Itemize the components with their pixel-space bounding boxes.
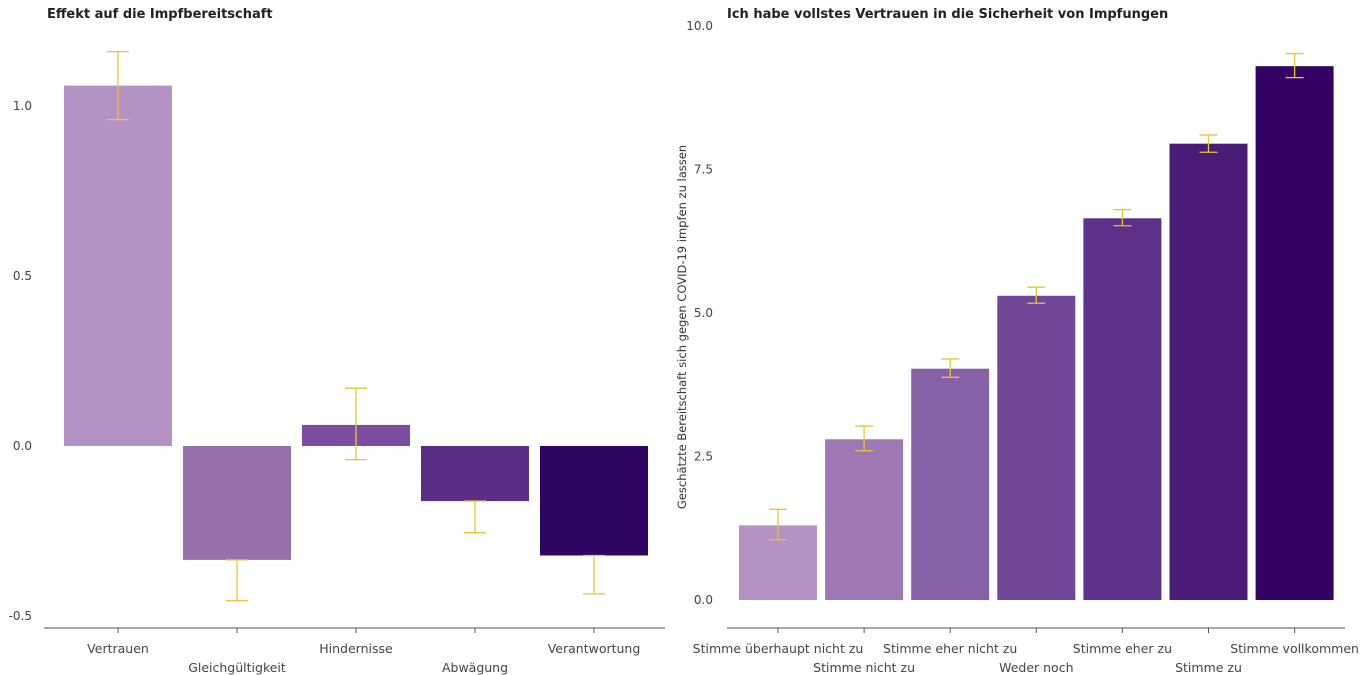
- bar-4: [1083, 218, 1162, 601]
- y-tick-label-1: 7.5: [694, 163, 713, 177]
- y-tick-label-3: 2.5: [694, 450, 713, 464]
- x-tick-label-1: Gleichgültigkeit: [188, 660, 286, 675]
- bar-3: [421, 446, 529, 502]
- x-tick-label-3: Abwägung: [442, 660, 508, 675]
- x-tick-label-2: Hindernisse: [319, 641, 393, 656]
- y-axis-label: Geschätzte Bereitschaft sich gegen COVID…: [675, 145, 689, 509]
- chart-title-vertrauen: Ich habe vollstes Vertrauen in die Siche…: [727, 7, 1169, 22]
- x-tick-label-1: Stimme nicht zu: [813, 660, 915, 675]
- x-tick-label-5: Stimme zu: [1175, 660, 1242, 675]
- bar-1: [183, 446, 291, 560]
- bar-6: [1255, 66, 1334, 601]
- x-tick-label-4: Stimme eher zu: [1073, 641, 1172, 656]
- y-tick-label-2: 0.0: [13, 439, 32, 453]
- x-tick-label-6: Stimme vollkommen: [1230, 641, 1359, 656]
- y-tick-label-1: 0.5: [13, 269, 32, 283]
- y-tick-label-4: 0.0: [694, 593, 713, 607]
- y-tick-label-0: 1.0: [13, 99, 32, 113]
- bar-4: [540, 446, 648, 556]
- x-tick-label-0: Vertrauen: [87, 641, 149, 656]
- chart-title-effekt: Effekt auf die Impfbereitschaft: [47, 7, 273, 22]
- bar-3: [997, 295, 1076, 600]
- x-tick-label-2: Stimme eher nicht zu: [883, 641, 1017, 656]
- x-tick-label-4: Verantwortung: [548, 641, 641, 656]
- y-tick-label-2: 5.0: [694, 306, 713, 320]
- y-tick-label-3: -0.5: [9, 609, 32, 623]
- y-tick-label-0: 10.0: [686, 19, 713, 33]
- bar-2: [911, 368, 990, 600]
- x-tick-label-0: Stimme überhaupt nicht zu: [693, 641, 864, 656]
- bar-5: [1169, 143, 1248, 601]
- bar-0: [64, 85, 172, 446]
- bar-1: [825, 439, 904, 600]
- x-tick-label-3: Weder noch: [999, 660, 1073, 675]
